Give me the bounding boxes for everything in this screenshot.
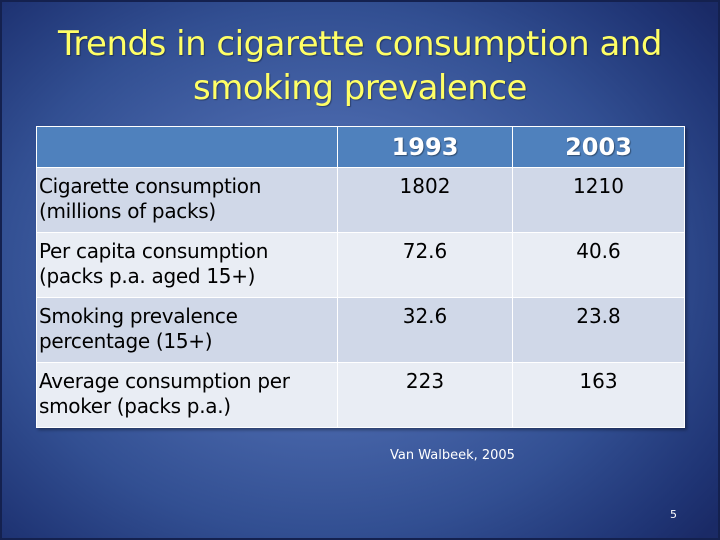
row-label-line-2: smoker (packs p.a.) (39, 394, 231, 418)
slide-title: Trends in cigarette consumption and smok… (0, 22, 720, 110)
row-label-line-2: (packs p.a. aged 15+) (39, 264, 256, 288)
value-1993: 223 (337, 362, 513, 428)
row-label: Per capita consumption (packs p.a. aged … (36, 232, 338, 298)
row-label-line-2: (millions of packs) (39, 199, 216, 223)
row-label: Smoking prevalence percentage (15+) (36, 297, 338, 363)
value-2003: 1210 (512, 167, 685, 233)
row-label-line-1: Cigarette consumption (39, 174, 262, 198)
value-2003: 23.8 (512, 297, 685, 363)
value-2003: 163 (512, 362, 685, 428)
row-label-line-1: Average consumption per (39, 369, 290, 393)
row-label-line-1: Smoking prevalence (39, 304, 238, 328)
slide-number: 5 (670, 508, 677, 521)
value-1993: 1802 (337, 167, 513, 233)
source-citation: Van Walbeek, 2005 (390, 448, 515, 463)
table-row: Average consumption per smoker (packs p.… (36, 362, 685, 428)
row-label-line-2: percentage (15+) (39, 329, 213, 353)
slide-title-line-2: smoking prevalence (193, 68, 527, 108)
table-header-row: 1993 2003 (36, 126, 685, 168)
value-2003: 40.6 (512, 232, 685, 298)
consumption-table: 1993 2003 Cigarette consumption (million… (36, 126, 685, 428)
value-1993: 72.6 (337, 232, 513, 298)
header-cell-1993: 1993 (337, 126, 513, 168)
value-1993: 32.6 (337, 297, 513, 363)
table-row: Cigarette consumption (millions of packs… (36, 167, 685, 233)
slide-title-line-1: Trends in cigarette consumption and (58, 24, 662, 64)
row-label-line-1: Per capita consumption (39, 239, 269, 263)
table-row: Smoking prevalence percentage (15+) 32.6… (36, 297, 685, 363)
table-row: Per capita consumption (packs p.a. aged … (36, 232, 685, 298)
row-label: Cigarette consumption (millions of packs… (36, 167, 338, 233)
header-cell-blank (36, 126, 338, 168)
header-cell-2003: 2003 (512, 126, 685, 168)
row-label: Average consumption per smoker (packs p.… (36, 362, 338, 428)
